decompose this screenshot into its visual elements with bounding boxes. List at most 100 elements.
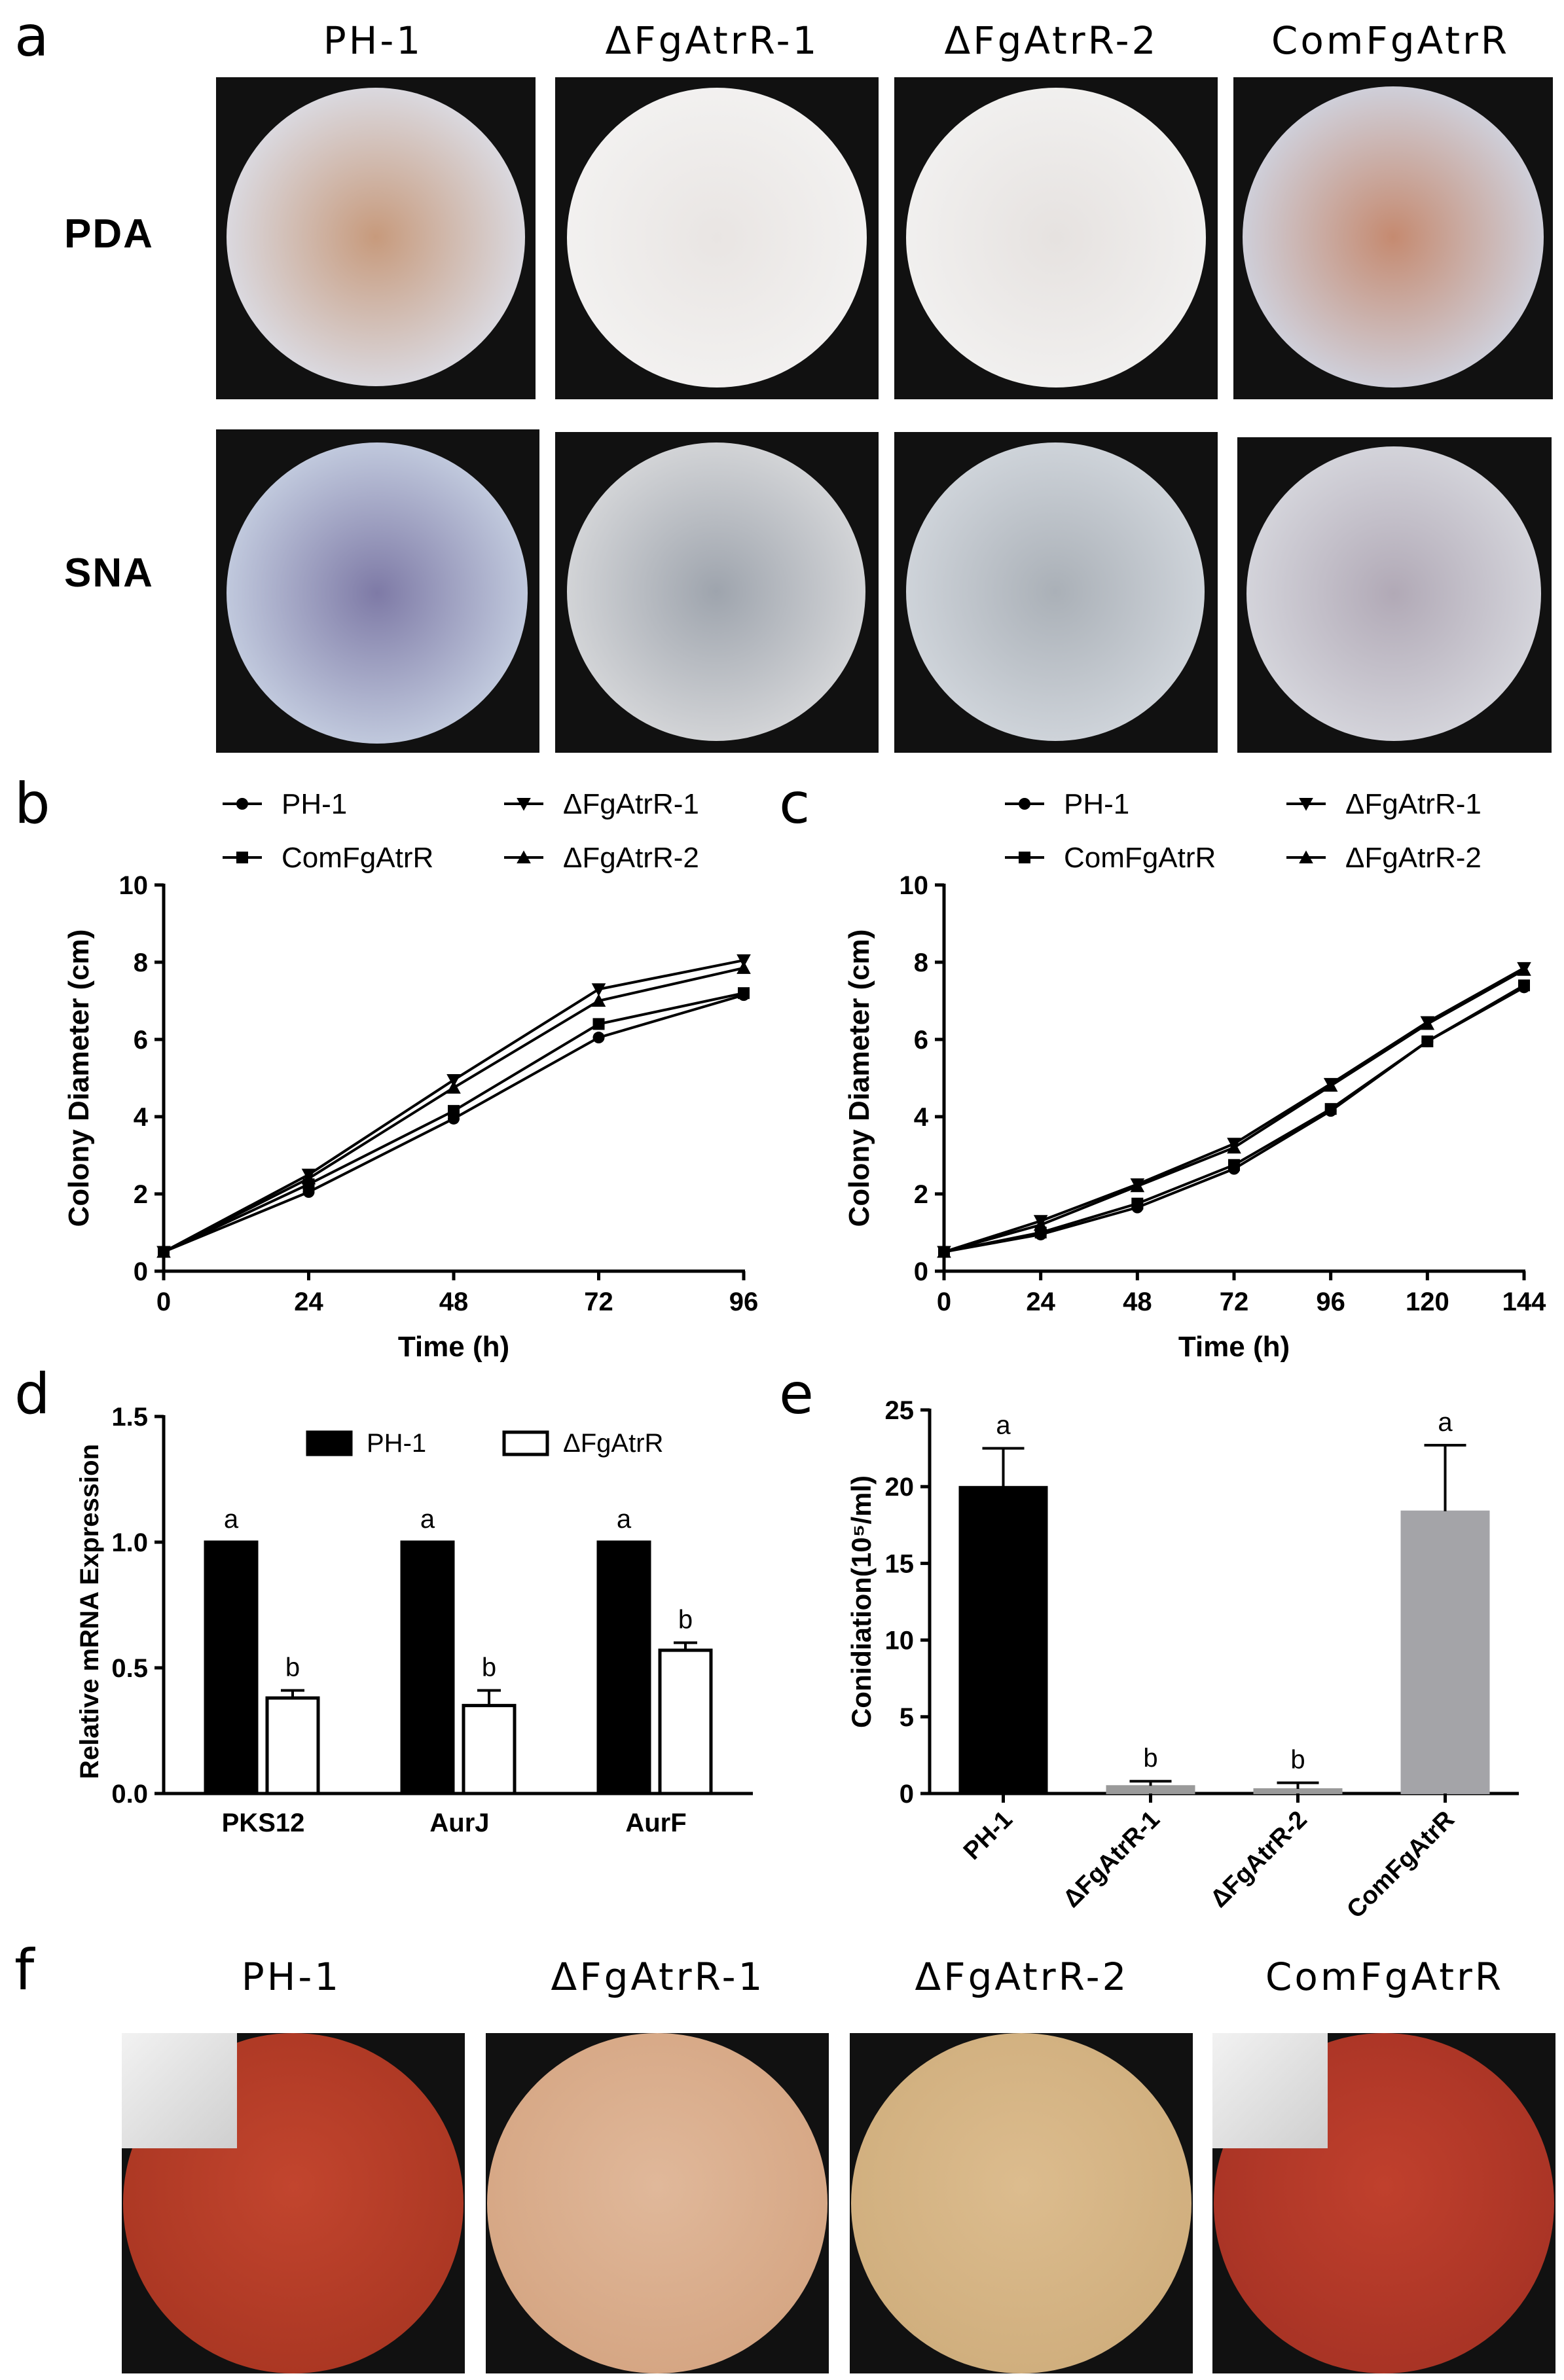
chart-b-data-point [156, 1244, 171, 1258]
chart-b-legend-marker [517, 850, 531, 863]
chart-b-y-tick-label: 6 [134, 1026, 148, 1055]
chart-c-legend-label: ΔFgAtrR-1 [1345, 788, 1482, 820]
photo-sna-mutant1 [555, 432, 879, 753]
colony-pda-complement [1243, 86, 1544, 388]
chart-c-x-tick-label: 144 [1502, 1288, 1546, 1316]
chart-b-x-tick-label: 24 [294, 1288, 323, 1316]
chart-c-y-tick-label: 0 [914, 1257, 928, 1286]
panel-f-col-title-mutant2: ΔFgAtrR-2 [915, 1955, 1129, 1999]
chart-b-data-point [737, 954, 751, 967]
chart-d-bar [658, 1648, 713, 1795]
panel-b-letter: b [14, 771, 50, 837]
chart-d-bar [265, 1696, 320, 1795]
chart-e: 0 5 10 15 20 25 Conidiation(10⁵/ml) a PH-1 b ΔFgAt… [846, 1396, 1519, 1924]
photo-f-mutant1 [486, 2033, 829, 2373]
chart-b-y-axis-label: Colony Diameter (cm) [63, 929, 95, 1227]
colony-sna-ph1 [227, 442, 528, 744]
chart-b-data-point [592, 1032, 605, 1044]
chart-b-legend-marker [236, 798, 248, 810]
chart-d-legend-swatch [306, 1430, 353, 1456]
chart-e-x-tick-label: ΔFgAtrR-2 [1205, 1806, 1313, 1913]
chart-b-legend-label: ComFgAtrR [282, 842, 433, 874]
chart-c-legend-label: ΔFgAtrR-2 [1345, 842, 1482, 874]
chart-d-significance-letter: a [617, 1505, 632, 1534]
chart-c-x-tick-label: 120 [1406, 1288, 1449, 1316]
chart-c-data-point [1227, 1140, 1241, 1154]
panel-a-row-title-sna: SNA [64, 550, 154, 596]
chart-c-data-point [1130, 1179, 1145, 1193]
chart-d-legend-label: ΔFgAtrR [563, 1429, 663, 1458]
plate-f-mutant2 [851, 2033, 1191, 2373]
chart-b-data-point [301, 1171, 316, 1185]
chart-e-significance-letter: b [1290, 1746, 1305, 1775]
chart-c-data-point [1517, 963, 1531, 976]
chart-d-bar [400, 1540, 455, 1795]
chart-c-legend-label: ComFgAtrR [1064, 842, 1216, 874]
chart-e-y-tick-label: 20 [885, 1473, 915, 1502]
chart-d-bar [462, 1704, 517, 1795]
chart-c-y-tick-label: 6 [914, 1026, 928, 1055]
chart-c-data-point [1421, 1035, 1434, 1047]
chart-c-data-point [1131, 1197, 1144, 1210]
chart-e-y-tick-label: 5 [900, 1703, 914, 1732]
chart-c-legend-marker [1019, 798, 1030, 810]
chart-c-data-point [1323, 1079, 1338, 1092]
chart-b-y-tick-label: 4 [134, 1103, 149, 1132]
chart-d-y-tick-label: 1.5 [111, 1403, 148, 1432]
colony-sna-mutant1 [567, 442, 865, 741]
chart-b-y-tick-label: 2 [134, 1180, 148, 1209]
chart-b-legend-label: PH-1 [282, 788, 347, 820]
chart-d-significance-letter: b [285, 1653, 300, 1682]
chart-e-y-tick-label: 15 [885, 1549, 915, 1578]
chart-e-significance-letter: a [1438, 1408, 1453, 1437]
chart-c-legend-label: PH-1 [1064, 788, 1129, 820]
photo-sna-complement [1237, 437, 1552, 753]
chart-b-series [156, 961, 751, 1258]
photo-pda-ph1 [216, 77, 536, 399]
chart-e-y-tick-label: 0 [900, 1780, 914, 1809]
chart-c-y-tick-label: 8 [914, 948, 928, 977]
panel-f-letter: f [14, 1938, 35, 2003]
chart-b-data-point [737, 961, 751, 974]
panel-f-col-title-complement: ComFgAtrR [1265, 1955, 1504, 1999]
chart-b-legend: PH-1 ΔFgAtrR-1 ComFgAtrR ΔFgAtrR-2 [223, 788, 699, 874]
chart-b-data-point [592, 1018, 605, 1030]
photo-pda-mutant1 [555, 77, 879, 399]
chart-b-data-point [738, 987, 750, 1000]
chart-c-series [937, 962, 1531, 1259]
panel-e-letter: e [779, 1361, 814, 1427]
chart-c-legend-marker [1019, 852, 1030, 863]
chart-d-x-tick-label: PKS12 [222, 1809, 305, 1837]
chart-b-y-tick-label: 8 [134, 948, 148, 977]
chart-d-significance-letter: a [420, 1505, 435, 1534]
chart-d-legend-label: PH-1 [367, 1429, 426, 1458]
panel-f-col-title-mutant1: ΔFgAtrR-1 [551, 1955, 765, 1999]
chart-e-significance-letter: a [996, 1411, 1011, 1440]
chart-d-x-tick-label: AurF [625, 1809, 686, 1837]
colony-pda-mutant2 [906, 88, 1206, 388]
chart-e-bar [958, 1486, 1048, 1794]
chart-c-series [938, 979, 1530, 1258]
conidia-micrograph-complement [1212, 2033, 1328, 2148]
chart-e-bar [1106, 1785, 1195, 1795]
chart-c-y-tick-label: 4 [914, 1103, 929, 1132]
chart-c-y-tick-label: 10 [900, 871, 929, 900]
chart-c-x-axis-label: Time (h) [1178, 1331, 1290, 1363]
chart-b-series [158, 989, 750, 1258]
chart-c-y-tick-label: 2 [914, 1180, 928, 1209]
chart-d-x-tick-label: AurJ [429, 1809, 489, 1837]
photo-f-ph1 [122, 2033, 465, 2373]
chart-d-significance-letter: b [482, 1653, 496, 1682]
chart-c-data-point [1420, 1017, 1435, 1030]
chart-c-series-line [943, 967, 1525, 1253]
chart-c-legend: PH-1 ΔFgAtrR-1 ComFgAtrR ΔFgAtrR-2 [1005, 788, 1482, 874]
chart-c-legend-marker [1299, 850, 1313, 863]
chart-b-legend-marker [517, 798, 531, 811]
chart-e-y-tick-label: 10 [885, 1627, 915, 1655]
chart-b-x-axis-label: Time (h) [398, 1331, 509, 1363]
chart-e-x-tick-label: ComFgAtrR [1341, 1806, 1459, 1924]
chart-d-bar [204, 1540, 259, 1795]
